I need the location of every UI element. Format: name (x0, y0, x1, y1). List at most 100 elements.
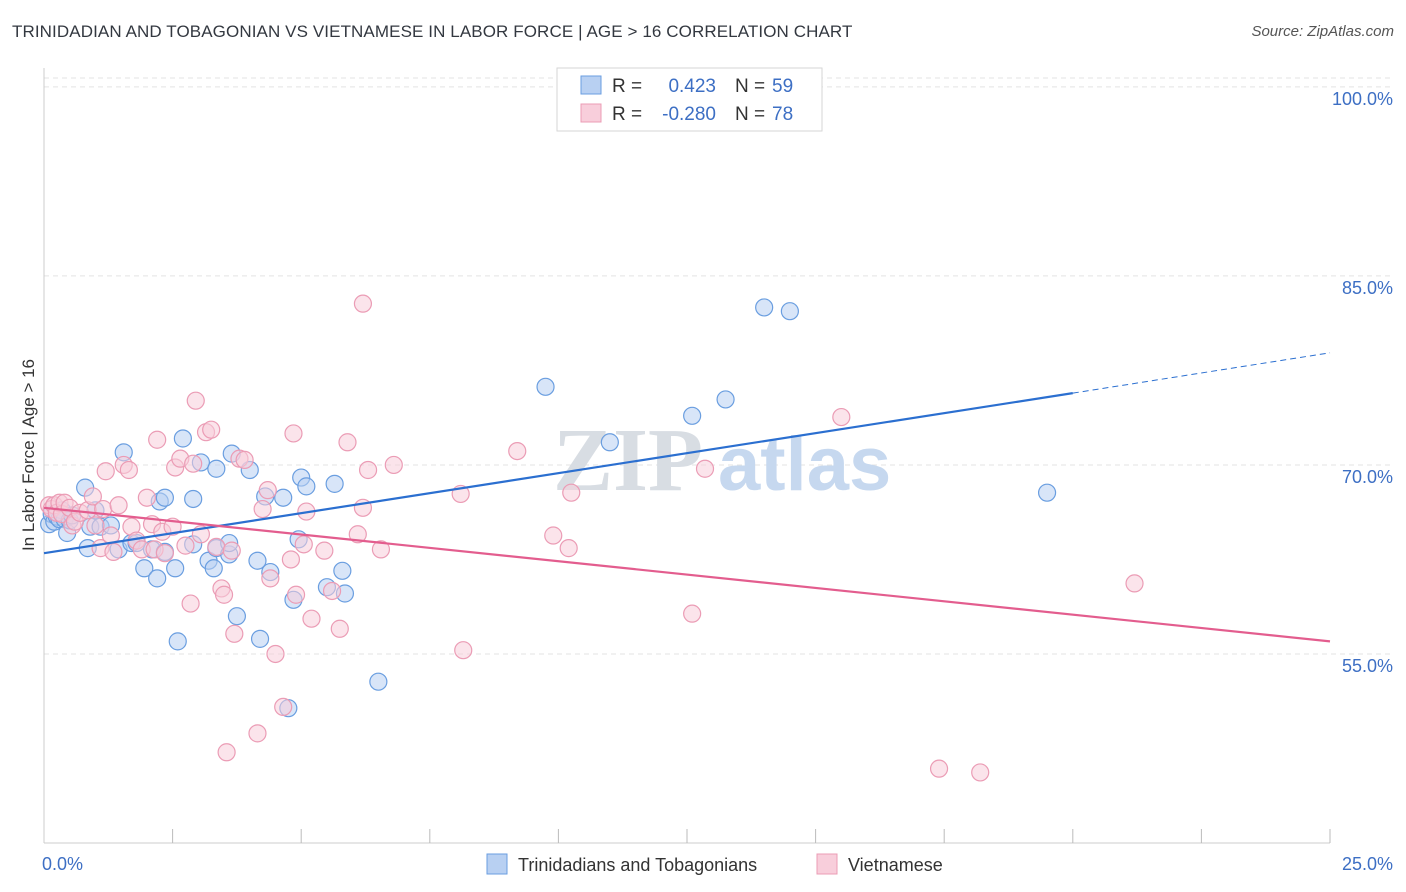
scatter-point (181, 594, 200, 613)
gridlines (44, 77, 1393, 655)
y-tick-label: 85.0% (1342, 278, 1393, 298)
scatter-point (325, 474, 344, 493)
scatter-point (166, 559, 185, 578)
trend-lines (43, 352, 1331, 643)
scatter-point (86, 516, 105, 535)
chart-source: Source: ZipAtlas.com (1251, 23, 1394, 40)
scatter-point (683, 406, 702, 425)
scatter-point (204, 559, 223, 578)
scatter-point (109, 496, 128, 515)
scatter-point (274, 488, 293, 507)
scatter-point (780, 302, 799, 321)
y-axis-label: In Labor Force | Age > 16 (19, 359, 38, 551)
scatter-point (600, 433, 619, 452)
scatter-point (716, 390, 735, 409)
watermark-atlas: atlas (718, 422, 891, 507)
scatter-point (348, 525, 367, 544)
stats-r-value-trinidadian: 0.423 (668, 76, 716, 97)
scatter-point (248, 551, 267, 570)
scatter-point (559, 539, 578, 558)
x-tick-label-min: 0.0% (42, 854, 83, 874)
scatter-point (536, 377, 555, 396)
scatter-point (155, 544, 174, 563)
scatter-point (683, 604, 702, 623)
y-tick-label: 70.0% (1342, 467, 1393, 487)
stats-r-label-vietnamese: R = (612, 104, 642, 125)
stats-r-value-vietnamese: -0.280 (662, 104, 716, 125)
scatter-point (286, 585, 306, 604)
scatter-point (104, 542, 123, 562)
scatter-point (135, 559, 154, 578)
scatter-point (184, 454, 203, 473)
scatter-point (353, 294, 373, 313)
scatter-point (369, 672, 388, 691)
scatter-point (284, 424, 303, 443)
scatter-point (173, 429, 192, 448)
scatter-point (225, 624, 244, 643)
scatter-point (929, 759, 949, 778)
scatter-point (695, 459, 715, 478)
scatter-point (235, 450, 254, 470)
scatter-point (333, 561, 352, 580)
x-tick-label-max: 25.0% (1342, 854, 1393, 874)
scatter-point (248, 724, 267, 743)
scatter-point (258, 481, 277, 500)
scatter-point (294, 535, 313, 554)
scatter-point (217, 743, 236, 762)
stats-swatch-vietnamese (580, 103, 602, 123)
scatter-point (562, 483, 581, 502)
stats-n-value-vietnamese: 78 (772, 104, 793, 125)
series-vietnamese-points (40, 294, 1144, 782)
scatter-point (250, 629, 270, 648)
scatter-point (83, 487, 102, 506)
scatter-point (207, 537, 226, 556)
stats-swatch-trinidadian (580, 75, 602, 95)
chart-title: TRINIDADIAN AND TOBAGONIAN VS VIETNAMESE… (12, 22, 853, 41)
scatter-point (155, 488, 174, 507)
stats-r-label-trinidadian: R = (612, 76, 642, 97)
scatter-point (281, 550, 301, 569)
scatter-point (148, 430, 167, 449)
trend-line-extension (1072, 352, 1331, 394)
stats-n-label-vietnamese: N = (735, 104, 765, 125)
scatter-point (202, 420, 221, 439)
scatter-point (371, 540, 391, 559)
scatter-point (338, 433, 357, 452)
scatter-point (330, 619, 349, 638)
scatter-point (358, 460, 378, 480)
scatter-point (832, 407, 851, 427)
scatter-point (302, 609, 321, 628)
scatter-point (315, 541, 334, 560)
scatter-point (274, 697, 293, 717)
scatter-point (508, 441, 527, 461)
scatter-point (119, 460, 138, 480)
scatter-point (214, 585, 234, 604)
scatter-point (544, 526, 563, 545)
y-tick-label: 55.0% (1342, 656, 1393, 676)
stats-n-value-trinidadian: 59 (772, 76, 793, 97)
scatter-point (168, 632, 187, 651)
scatter-point (755, 298, 774, 317)
legend-swatch-vietnamese (816, 853, 838, 875)
trend-line-vietnamese (43, 506, 1331, 643)
y-tick-labels: 100.0% 85.0% 70.0% 55.0% (1332, 89, 1393, 676)
scatter-point (148, 569, 167, 588)
scatter-points (40, 294, 1144, 782)
scatter-point (184, 489, 203, 509)
scatter-point (297, 477, 316, 496)
stats-n-label-trinidadian: N = (735, 76, 765, 97)
scatter-point (454, 641, 473, 660)
scatter-point (322, 581, 342, 601)
scatter-point (207, 459, 226, 478)
stats-box: R = 0.423 N = 59 R = -0.280 N = 78 (556, 67, 823, 132)
scatter-point (227, 607, 246, 626)
y-tick-label: 100.0% (1332, 89, 1393, 109)
scatter-point (186, 391, 205, 410)
scatter-point (261, 569, 280, 588)
scatter-point (96, 462, 115, 481)
scatter-point (222, 541, 241, 560)
legend-swatch-trinidadian (486, 853, 508, 875)
legend-label-vietnamese: Vietnamese (848, 855, 943, 875)
legend: Trinidadians and Tobagonians Vietnamese (486, 853, 943, 875)
